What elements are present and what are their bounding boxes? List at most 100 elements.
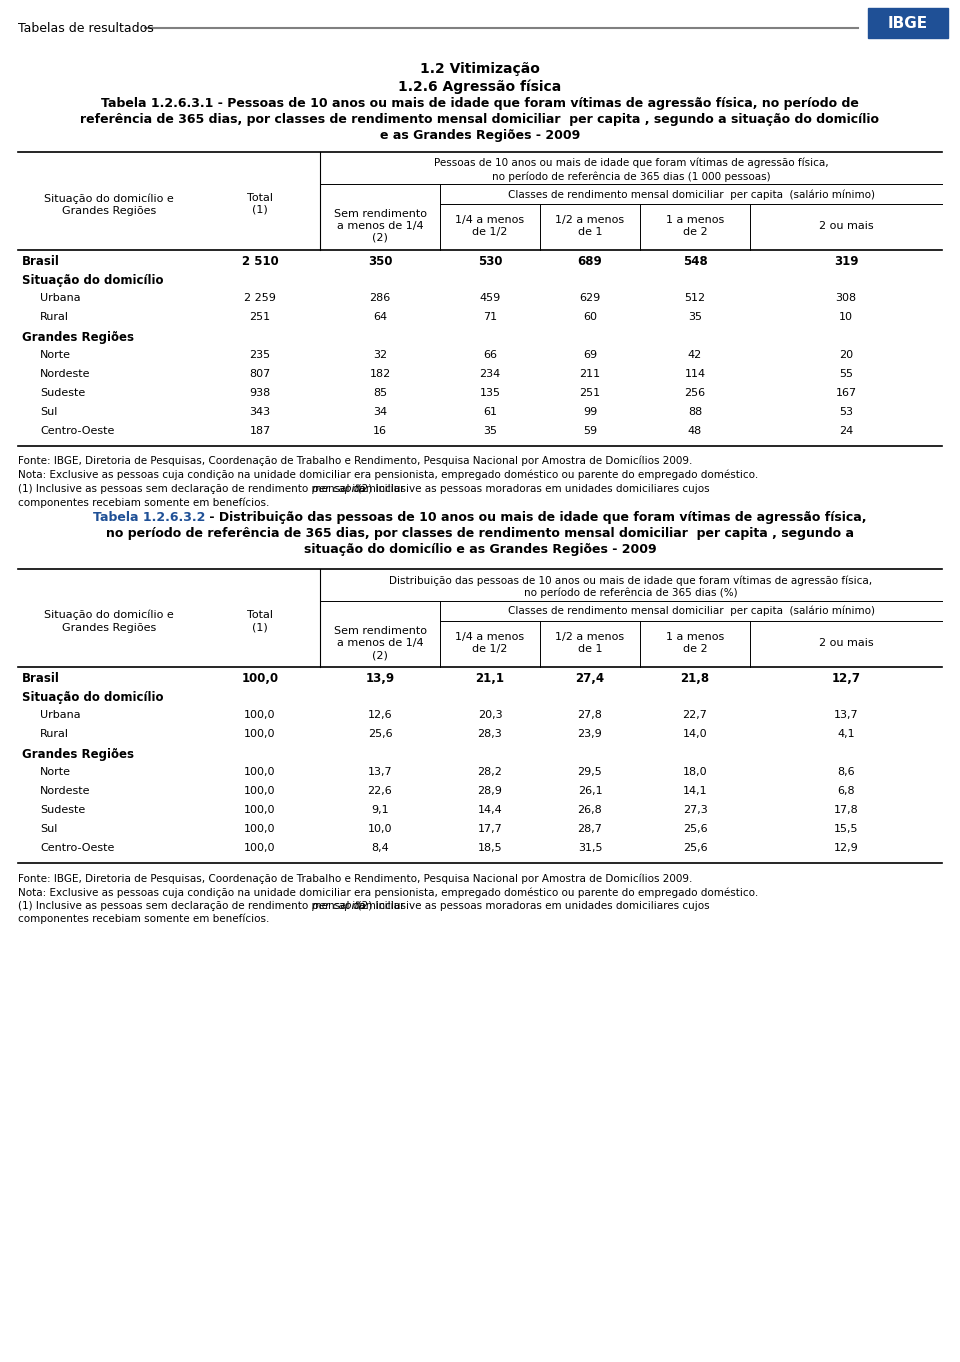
Text: Situação do domicílio e: Situação do domicílio e	[44, 610, 174, 621]
Text: 88: 88	[688, 407, 702, 417]
Text: de 2: de 2	[683, 644, 708, 654]
Text: (1): (1)	[252, 622, 268, 632]
Text: 100,0: 100,0	[244, 729, 276, 740]
Text: 26,8: 26,8	[578, 805, 602, 814]
Text: 25,6: 25,6	[368, 729, 393, 740]
Text: 235: 235	[250, 350, 271, 360]
Text: 13,7: 13,7	[368, 767, 393, 776]
Text: 48: 48	[688, 426, 702, 436]
Text: 1.2.6 Agressão física: 1.2.6 Agressão física	[398, 79, 562, 94]
Text: 20: 20	[839, 350, 853, 360]
Text: 60: 60	[583, 312, 597, 321]
Text: Situação do domicílio: Situação do domicílio	[22, 274, 163, 287]
Text: 2 259: 2 259	[244, 293, 276, 302]
Text: 12,6: 12,6	[368, 710, 393, 720]
Text: 6,8: 6,8	[837, 786, 854, 795]
Text: 9,1: 9,1	[372, 805, 389, 814]
Text: 25,6: 25,6	[683, 824, 708, 834]
Text: 1/2 a menos: 1/2 a menos	[556, 632, 625, 642]
Text: no período de referência de 365 dias (1 000 pessoas): no período de referência de 365 dias (1 …	[492, 172, 770, 181]
Text: 512: 512	[684, 293, 706, 302]
Text: Nota: Exclusive as pessoas cuja condição na unidade domiciliar era pensionista, : Nota: Exclusive as pessoas cuja condição…	[18, 470, 758, 481]
Text: 23,9: 23,9	[578, 729, 602, 740]
Text: 17,7: 17,7	[478, 824, 502, 834]
Text: 14,0: 14,0	[683, 729, 708, 740]
Text: Situação do domicílio: Situação do domicílio	[22, 691, 163, 704]
Text: 24: 24	[839, 426, 853, 436]
Text: 10,0: 10,0	[368, 824, 393, 834]
Text: 211: 211	[580, 369, 601, 379]
Text: 27,8: 27,8	[578, 710, 603, 720]
Text: 100,0: 100,0	[244, 786, 276, 795]
Text: 22,6: 22,6	[368, 786, 393, 795]
Text: 256: 256	[684, 388, 706, 398]
Text: per capita: per capita	[309, 902, 365, 911]
Text: - Distribuição das pessoas de 10 anos ou mais de idade que foram vítimas de agre: - Distribuição das pessoas de 10 anos ou…	[205, 511, 867, 524]
Text: Centro-Oeste: Centro-Oeste	[40, 426, 114, 436]
Text: 100,0: 100,0	[244, 805, 276, 814]
Text: 938: 938	[250, 388, 271, 398]
Text: Classes de rendimento mensal domiciliar  per capita  (salário mínimo): Classes de rendimento mensal domiciliar …	[508, 189, 875, 199]
Text: 548: 548	[683, 255, 708, 268]
Text: (1) Inclusive as pessoas sem declaração de rendimento mensal domiciliar: (1) Inclusive as pessoas sem declaração …	[18, 484, 404, 494]
Text: situação do domicílio e as Grandes Regiões - 2009: situação do domicílio e as Grandes Regiõ…	[303, 543, 657, 556]
Text: Norte: Norte	[40, 350, 71, 360]
Text: 1/2 a menos: 1/2 a menos	[556, 215, 625, 225]
Text: 12,7: 12,7	[831, 671, 860, 685]
Text: 13,7: 13,7	[833, 710, 858, 720]
Text: 689: 689	[578, 255, 602, 268]
Text: Sul: Sul	[40, 824, 58, 834]
Text: 1 a menos: 1 a menos	[666, 632, 724, 642]
Text: 234: 234	[479, 369, 500, 379]
Text: 27,3: 27,3	[683, 805, 708, 814]
Text: . (2) Inclusive as pessoas moradoras em unidades domiciliares cujos: . (2) Inclusive as pessoas moradoras em …	[351, 484, 709, 494]
Text: 61: 61	[483, 407, 497, 417]
Text: Total: Total	[247, 610, 273, 620]
Text: 69: 69	[583, 350, 597, 360]
Text: 1.2 Vitimização: 1.2 Vitimização	[420, 63, 540, 76]
Text: 85: 85	[372, 388, 387, 398]
Text: 15,5: 15,5	[833, 824, 858, 834]
Text: Nota: Exclusive as pessoas cuja condição na unidade domiciliar era pensionista, : Nota: Exclusive as pessoas cuja condição…	[18, 887, 758, 898]
Text: (1) Inclusive as pessoas sem declaração de rendimento mensal domiciliar: (1) Inclusive as pessoas sem declaração …	[18, 902, 404, 911]
Text: Distribuição das pessoas de 10 anos ou mais de idade que foram vítimas de agress: Distribuição das pessoas de 10 anos ou m…	[390, 575, 873, 586]
Text: de 1: de 1	[578, 644, 602, 654]
Text: de 2: de 2	[683, 227, 708, 237]
Text: 18,5: 18,5	[478, 843, 502, 853]
Text: 308: 308	[835, 293, 856, 302]
Text: 21,1: 21,1	[475, 671, 505, 685]
Text: 27,4: 27,4	[575, 671, 605, 685]
Text: 100,0: 100,0	[244, 843, 276, 853]
Text: 10: 10	[839, 312, 853, 321]
Text: Urbana: Urbana	[40, 710, 81, 720]
Text: 28,3: 28,3	[478, 729, 502, 740]
Text: Sul: Sul	[40, 407, 58, 417]
Text: 17,8: 17,8	[833, 805, 858, 814]
Text: 4,1: 4,1	[837, 729, 854, 740]
Text: Sudeste: Sudeste	[40, 805, 85, 814]
Text: (1): (1)	[252, 206, 268, 215]
Text: a menos de 1/4: a menos de 1/4	[337, 637, 423, 648]
Text: 99: 99	[583, 407, 597, 417]
Text: 100,0: 100,0	[244, 824, 276, 834]
Text: e as Grandes Regiões - 2009: e as Grandes Regiões - 2009	[380, 129, 580, 142]
Text: Classes de rendimento mensal domiciliar  per capita  (salário mínimo): Classes de rendimento mensal domiciliar …	[508, 606, 875, 617]
Text: Rural: Rural	[40, 312, 69, 321]
Text: 66: 66	[483, 350, 497, 360]
Text: 22,7: 22,7	[683, 710, 708, 720]
Text: 251: 251	[580, 388, 601, 398]
Text: 8,4: 8,4	[372, 843, 389, 853]
Text: Centro-Oeste: Centro-Oeste	[40, 843, 114, 853]
Text: Pessoas de 10 anos ou mais de idade que foram vítimas de agressão física,: Pessoas de 10 anos ou mais de idade que …	[434, 158, 828, 169]
Text: de 1/2: de 1/2	[472, 644, 508, 654]
Text: IBGE: IBGE	[888, 15, 928, 30]
Text: Nordeste: Nordeste	[40, 369, 90, 379]
Text: 100,0: 100,0	[244, 767, 276, 776]
Text: 1/4 a menos: 1/4 a menos	[455, 215, 524, 225]
Text: 1/4 a menos: 1/4 a menos	[455, 632, 524, 642]
Text: 25,6: 25,6	[683, 843, 708, 853]
Text: 42: 42	[688, 350, 702, 360]
Text: 53: 53	[839, 407, 853, 417]
Text: Tabelas de resultados: Tabelas de resultados	[18, 22, 154, 35]
Text: 459: 459	[479, 293, 500, 302]
